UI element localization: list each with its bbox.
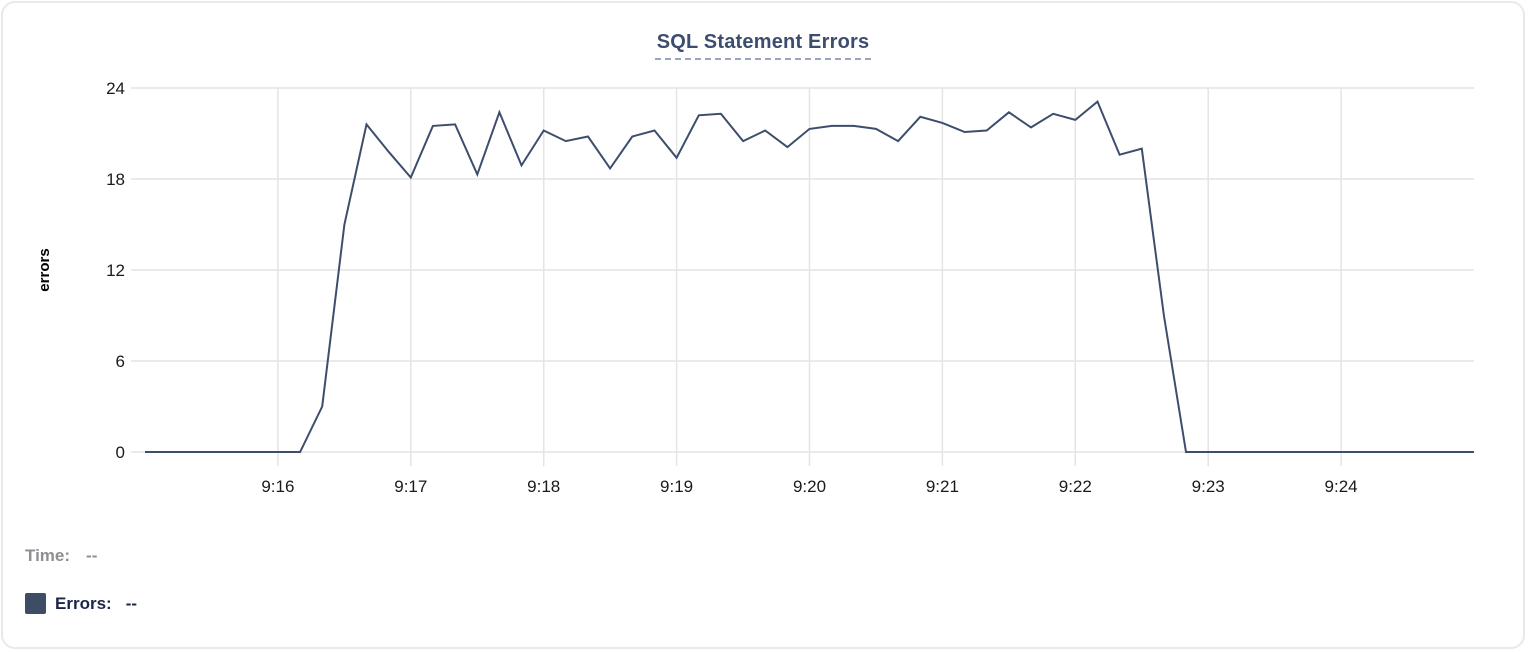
tooltip-time-row: Time: -- xyxy=(25,546,97,566)
errors-series-swatch xyxy=(25,593,46,614)
x-axis-tick-label: 9:21 xyxy=(926,477,959,496)
y-axis-tick-label: 12 xyxy=(106,261,125,280)
x-axis-tick-label: 9:17 xyxy=(394,477,427,496)
x-axis-tick-label: 9:18 xyxy=(527,477,560,496)
errors-series-line xyxy=(145,99,1474,453)
x-axis-tick-label: 9:20 xyxy=(793,477,826,496)
x-axis-tick-label: 9:16 xyxy=(261,477,294,496)
y-axis-tick-label: 6 xyxy=(116,352,125,371)
y-axis-title: errors xyxy=(36,248,53,291)
y-axis-tick-label: 24 xyxy=(106,79,125,98)
legend-errors-value: -- xyxy=(125,593,138,613)
y-axis-tick-label: 0 xyxy=(116,443,125,462)
sql-errors-line-chart: 0 6 12 18 24 9:16 9:17 9:18 9:19 9:20 9:21 9:22 9:23… xyxy=(36,79,1474,496)
tooltip-time-label: Time: xyxy=(25,546,71,565)
x-axis-tick-label: 9:24 xyxy=(1325,477,1358,496)
legend-errors-label: Errors: xyxy=(55,593,112,613)
tooltip-time-value: -- xyxy=(86,546,98,565)
x-axis-tick-label: 9:19 xyxy=(660,477,693,496)
legend-errors-row[interactable]: Errors: -- xyxy=(25,593,137,614)
x-axis-tick-label: 9:22 xyxy=(1059,477,1092,496)
chart-header: SQL Statement Errors xyxy=(3,31,1523,60)
y-axis-tick-label: 18 xyxy=(106,170,125,189)
x-axis-tick-label: 9:23 xyxy=(1192,477,1225,496)
chart-title[interactable]: SQL Statement Errors xyxy=(654,31,872,60)
